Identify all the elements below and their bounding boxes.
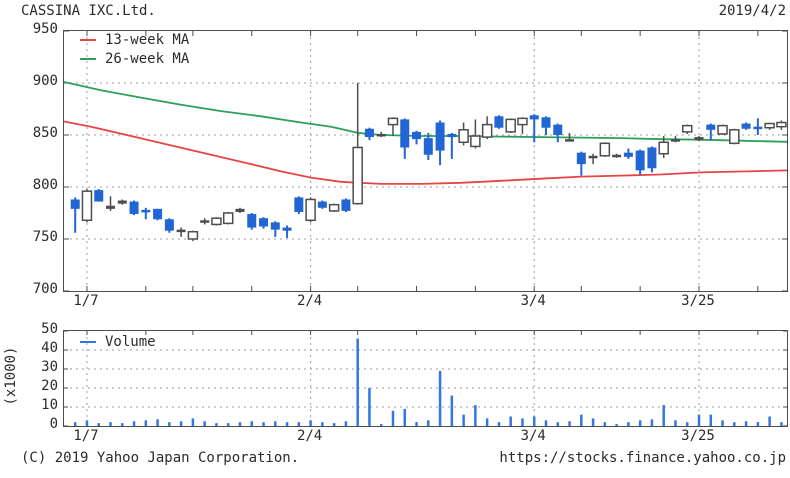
price-x-tick-label: 3/25 bbox=[681, 293, 715, 309]
price-x-tick-label: 2/4 bbox=[296, 293, 323, 309]
price-x-tick-label: 3/4 bbox=[520, 293, 546, 309]
price-x-tick-label: 1/7 bbox=[73, 293, 99, 309]
footer-copyright: (C) 2019 Yahoo Japan Corporation. bbox=[21, 450, 300, 466]
volume-x-tick-label: 3/4 bbox=[520, 428, 546, 444]
volume-y-tick-label: 30 bbox=[41, 359, 58, 375]
volume-y-tick-label: 50 bbox=[41, 321, 58, 337]
price-y-tick-label: 750 bbox=[32, 229, 58, 245]
ma26-legend-label: 26-week MA bbox=[105, 51, 190, 67]
price-y-tick-label: 700 bbox=[32, 281, 58, 297]
volume-y-tick-label: 20 bbox=[41, 378, 58, 394]
volume-unit-label: (x1000) bbox=[3, 346, 19, 406]
volume-x-tick-label: 3/25 bbox=[681, 428, 715, 444]
ma13-legend-label: 13-week MA bbox=[105, 32, 190, 48]
ma13-line-swatch bbox=[80, 39, 96, 41]
price-y-tick-label: 900 bbox=[32, 73, 58, 89]
page-title: CASSINA IXC.Ltd. bbox=[21, 3, 156, 19]
price-y-tick-label: 950 bbox=[32, 21, 58, 37]
volume-y-tick-label: 10 bbox=[41, 397, 58, 413]
price-chart-canvas bbox=[64, 31, 787, 291]
volume-chart-plot bbox=[63, 330, 788, 427]
volume-x-tick-label: 1/7 bbox=[73, 428, 99, 444]
legend-volume: Volume bbox=[80, 334, 156, 350]
price-chart-plot bbox=[63, 30, 788, 292]
volume-chart-canvas bbox=[64, 331, 787, 426]
volume-x-tick-label: 2/4 bbox=[296, 428, 323, 444]
volume-y-tick-label: 40 bbox=[41, 340, 58, 356]
ma26-line-swatch bbox=[80, 58, 96, 60]
footer-url: https://stocks.finance.yahoo.co.jp bbox=[499, 450, 786, 466]
legend-ma13: 13-week MA bbox=[80, 32, 189, 48]
price-y-tick-label: 850 bbox=[32, 125, 58, 141]
volume-swatch bbox=[80, 341, 96, 343]
current-date: 2019/4/2 bbox=[718, 3, 786, 19]
volume-y-tick-label: 0 bbox=[49, 416, 58, 432]
price-y-tick-label: 800 bbox=[32, 177, 58, 193]
volume-legend-label: Volume bbox=[105, 334, 156, 350]
legend-ma26: 26-week MA bbox=[80, 51, 189, 67]
